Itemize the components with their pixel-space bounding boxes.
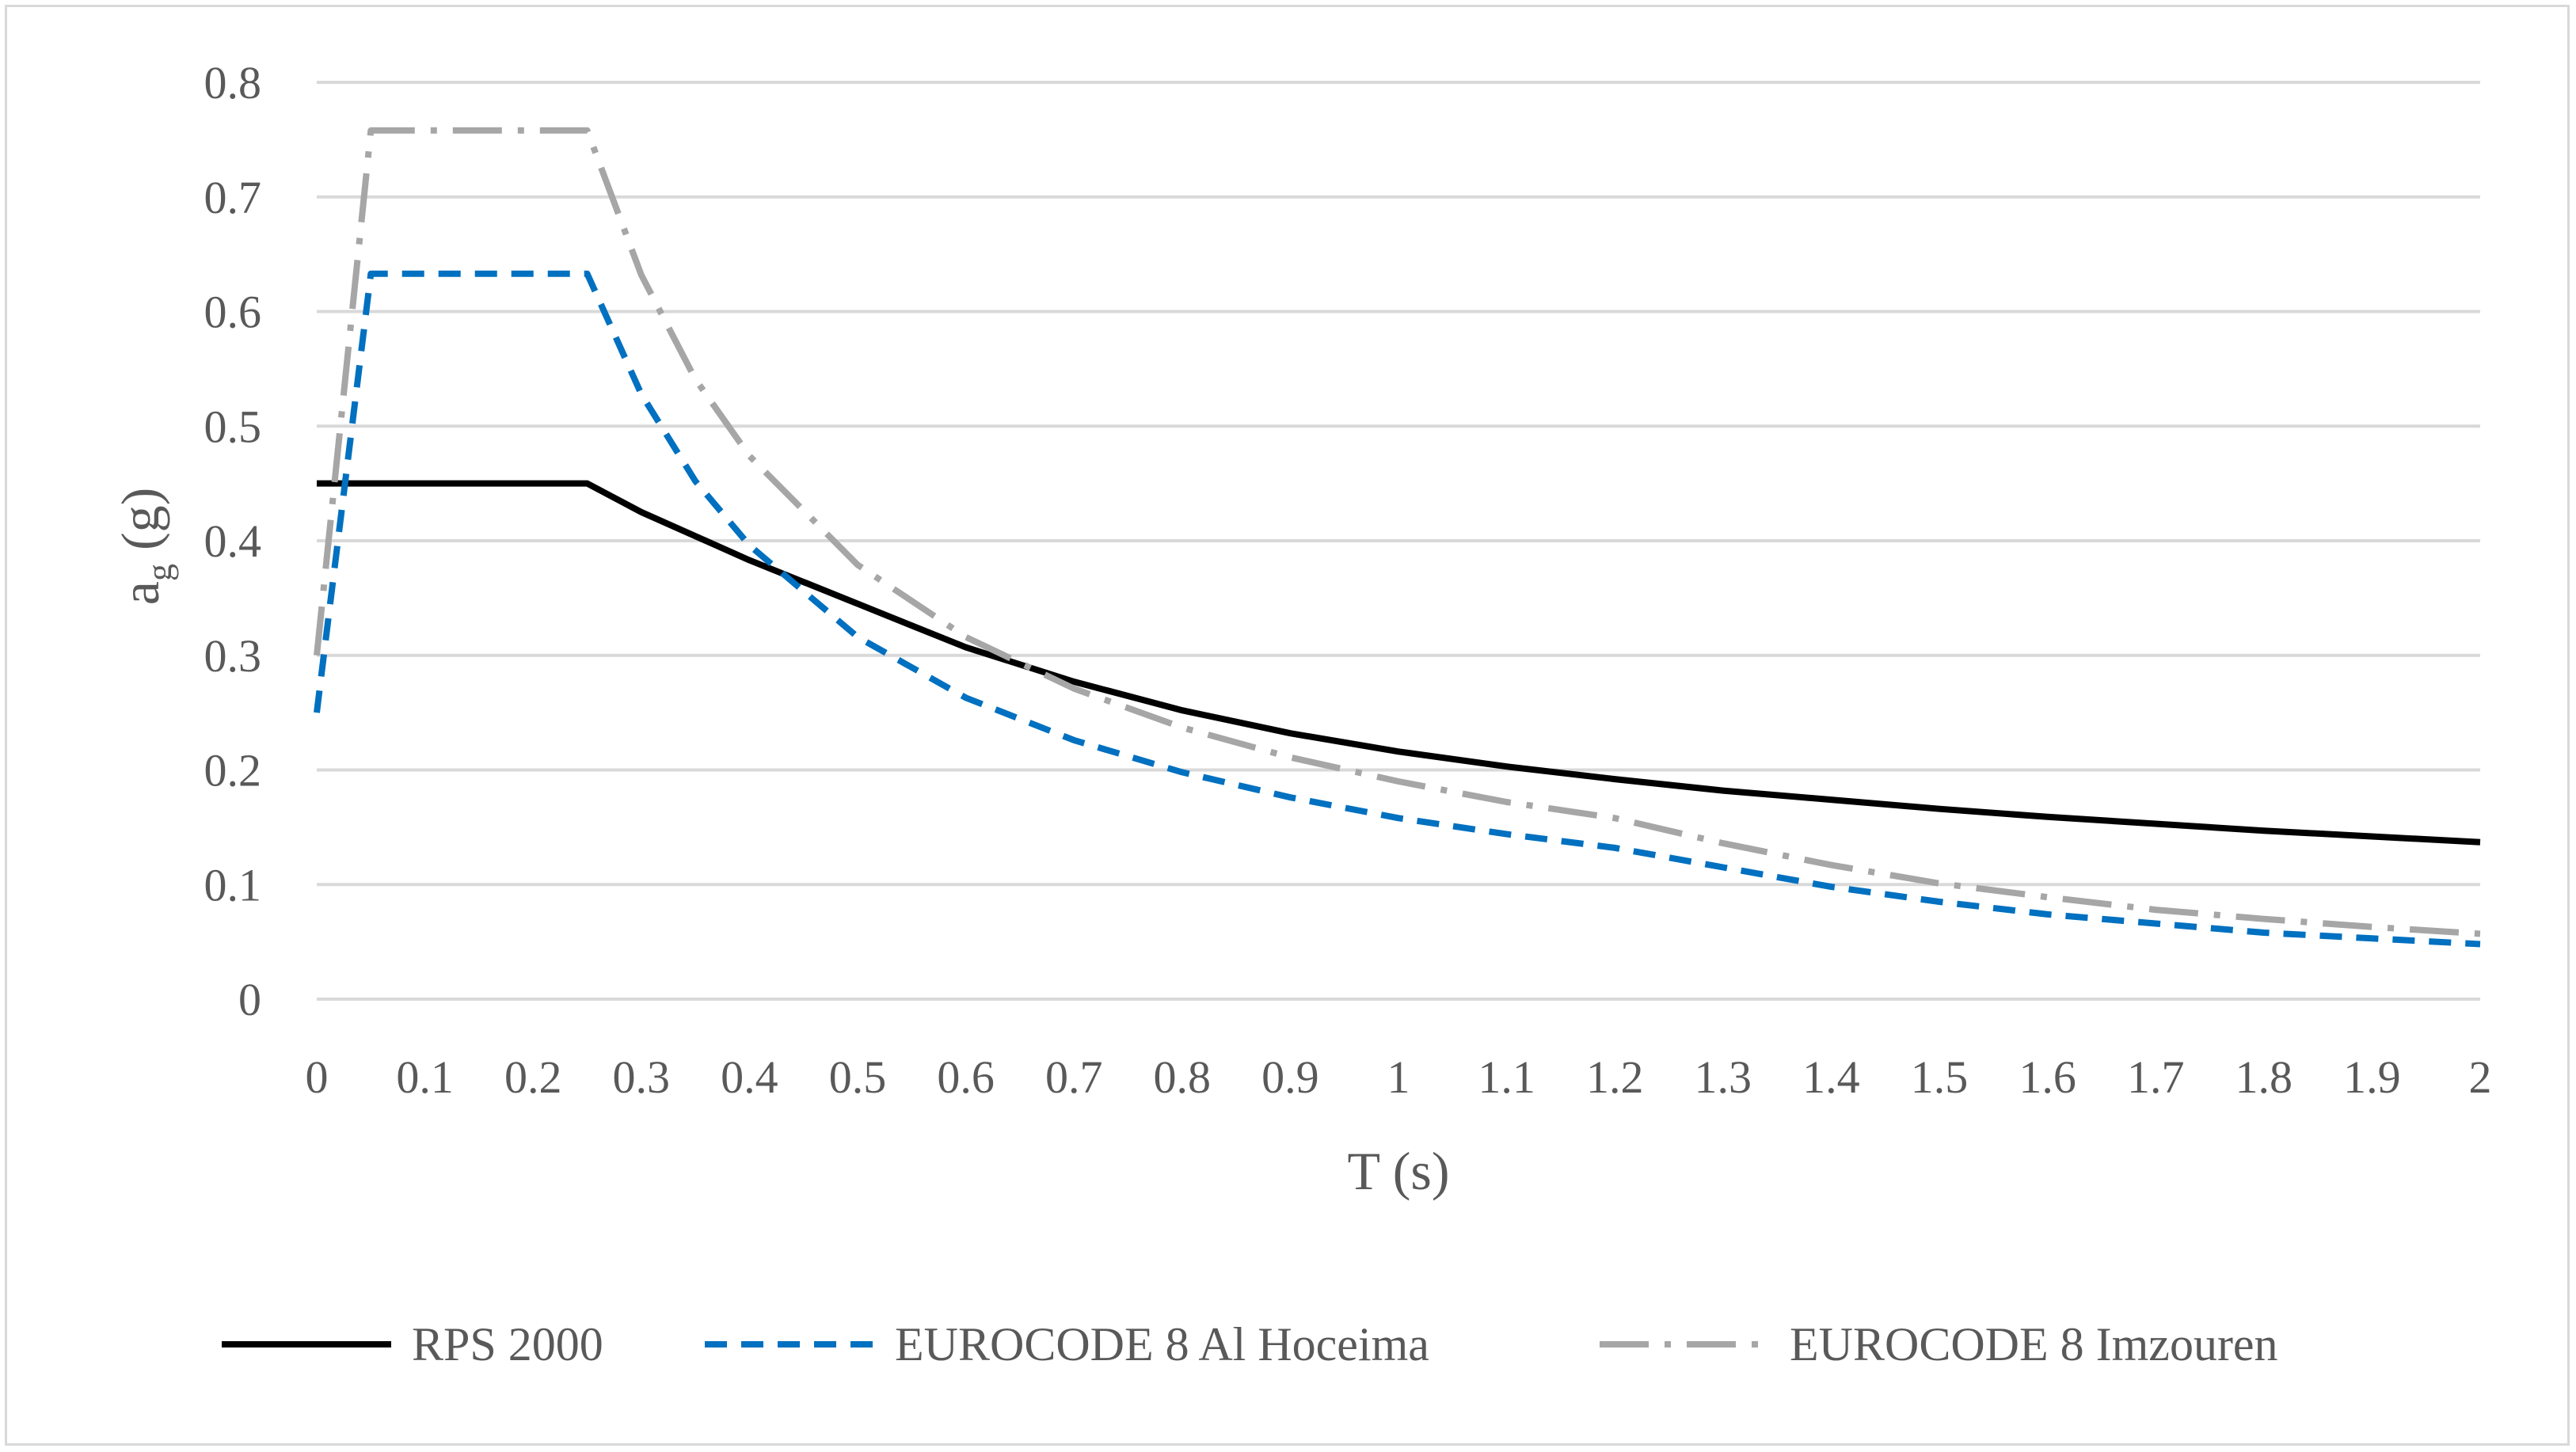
x-axis-title: T (s) [1347, 1141, 1449, 1201]
x-tick-label: 0.5 [829, 1051, 887, 1103]
x-axis-ticks: 0 0.1 0.2 0.3 0.4 0.5 0.6 0.7 0.8 0.9 1 1.1 1.2 1.3 1.… [306, 1051, 2492, 1103]
x-tick-label: 0.9 [1261, 1051, 1319, 1103]
x-tick-label: 1.6 [2019, 1051, 2076, 1103]
series-line-3 [314, 127, 2481, 937]
y-tick-label: 0.4 [204, 515, 262, 567]
chart-frame [5, 5, 2570, 1446]
x-tick-label: 0.8 [1154, 1051, 1212, 1103]
x-tick-label: 0.7 [1045, 1051, 1103, 1103]
y-tick-label: 0.5 [204, 401, 262, 452]
x-tick-label: 1.4 [1802, 1051, 1860, 1103]
x-tick-label: 0 [306, 1051, 329, 1103]
legend-label-1: RPS 2000 [412, 1318, 603, 1370]
legend-label-3: EUROCODE 8 Imzouren [1790, 1318, 2278, 1370]
x-tick-label: 1.7 [2127, 1051, 2185, 1103]
y-axis-title: ag (g) [110, 488, 179, 605]
series-line-2 [314, 270, 2481, 948]
x-tick-label: 0.4 [721, 1051, 778, 1103]
x-tick-label: 1.9 [2343, 1051, 2401, 1103]
series-line-1 [317, 480, 2481, 846]
x-tick-label: 0.1 [396, 1051, 454, 1103]
x-tick-label: 1 [1387, 1051, 1410, 1103]
x-tick-label: 0.3 [613, 1051, 671, 1103]
y-tick-label: 0.6 [204, 287, 262, 338]
gridlines [317, 81, 2480, 1001]
y-tick-label: 0 [238, 974, 261, 1025]
y-axis-title-unit: (g) [110, 488, 170, 564]
y-tick-label: 0.3 [204, 630, 262, 682]
y-axis-title-main: a [110, 581, 170, 605]
y-axis-title-sub: g [140, 564, 179, 581]
x-tick-label: 0.2 [504, 1051, 562, 1103]
x-tick-label: 1.2 [1586, 1051, 1644, 1103]
y-tick-label: 0.2 [204, 745, 262, 796]
y-axis-ticks: 0 0.1 0.2 0.3 0.4 0.5 0.6 0.7 0.8 [204, 57, 262, 1025]
y-tick-label: 0.7 [204, 172, 262, 223]
x-tick-label: 1.5 [1911, 1051, 1969, 1103]
y-tick-label: 0.1 [204, 859, 262, 910]
y-tick-label: 0.8 [204, 57, 262, 108]
series-lines [314, 127, 2481, 948]
x-tick-label: 0.6 [937, 1051, 995, 1103]
x-tick-label: 1.1 [1478, 1051, 1535, 1103]
x-tick-label: 1.8 [2235, 1051, 2293, 1103]
legend-label-2: EUROCODE 8 Al Hoceima [895, 1318, 1429, 1370]
x-tick-label: 1.3 [1695, 1051, 1752, 1103]
x-tick-label: 2 [2469, 1051, 2492, 1103]
legend: RPS 2000 EUROCODE 8 Al Hoceima EUROCODE 8 … [222, 1318, 2278, 1370]
